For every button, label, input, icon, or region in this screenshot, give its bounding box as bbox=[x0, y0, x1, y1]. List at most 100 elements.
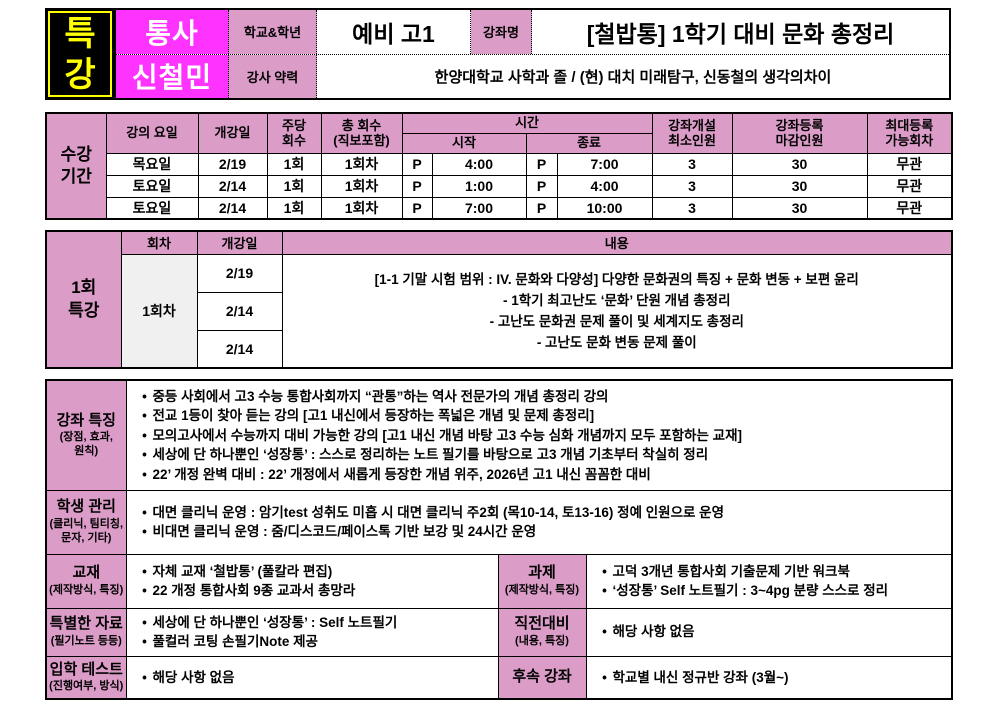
section-subtitle: (진행여부, 방식) bbox=[49, 680, 124, 693]
col-header-reg-limit: 강좌등록 마감인원 bbox=[731, 112, 868, 154]
reg-limit-cell: 30 bbox=[731, 196, 868, 220]
schedule-row-label: 수강 기간 bbox=[45, 112, 107, 220]
section-subtitle: (장점, 효과, 원칙) bbox=[59, 431, 113, 458]
course-title: [철밥통] 1학기 대비 문화 총정리 bbox=[586, 20, 895, 47]
section-title: 특별한 자료 bbox=[49, 615, 123, 633]
follow-up-content: • 학교별 내신 정규반 강좌 (3월~) bbox=[585, 655, 953, 700]
col-header-time: 시간 bbox=[401, 112, 653, 134]
bullet-icon: • bbox=[602, 624, 607, 640]
instructor-bio: 한양대학교 사학과 졸 / (현) 대치 미래탐구, 신동철의 생각의차이 bbox=[434, 68, 832, 86]
start-time-cell: 4:00 bbox=[431, 152, 527, 176]
follow-up-item: • 학교별 내신 정규반 강좌 (3월~) bbox=[597, 668, 946, 688]
textbook-item-text: 22 개정 통합사회 9종 교과서 총망라 bbox=[152, 583, 356, 598]
col-header-end: 종료 bbox=[525, 132, 653, 154]
end-time-cell: 4:00 bbox=[556, 174, 653, 198]
round-cell: 1회차 bbox=[120, 253, 198, 369]
header-grid: 통사 학교&학년 예비 고1 강좌명 [철밥통] 1학기 대비 문화 총정리 신… bbox=[115, 8, 951, 100]
day-cell: 목요일 bbox=[105, 152, 199, 176]
section-subtitle: (내용, 특징) bbox=[515, 635, 569, 647]
section-title: 학생 관리 bbox=[56, 498, 116, 516]
col-header-total: 총 회수 (직보포함) bbox=[320, 112, 403, 154]
school-grade-value: 예비 고1 bbox=[317, 10, 471, 54]
schedule-row: 토요일 2/14 1회 1회차 P 1:00 P 4:00 3 30 무관 bbox=[46, 174, 953, 198]
course-name-label: 강좌명 bbox=[471, 10, 532, 54]
end-time-cell: 7:00 bbox=[556, 152, 653, 176]
open-date-cell: 2/14 bbox=[197, 174, 268, 198]
section-title: 강좌 특징 bbox=[56, 411, 116, 429]
session-content-line: - 고난도 문화 변동 문제 풀이 bbox=[536, 334, 697, 350]
max-enroll-cell: 무관 bbox=[866, 196, 953, 220]
col-header-session-date: 개강일 bbox=[196, 230, 283, 255]
weekly-cell: 1회 bbox=[266, 152, 322, 176]
bullet-icon: • bbox=[602, 583, 607, 598]
min-open-cell: 3 bbox=[651, 196, 733, 220]
bullet-icon: • bbox=[142, 504, 147, 520]
header-row-bottom: 신철민 강사 약력 한양대학교 사학과 졸 / (현) 대치 미래탐구, 신동철… bbox=[116, 54, 949, 98]
col-header-round: 회차 bbox=[120, 230, 198, 255]
instructor-bio-label: 강사 약력 bbox=[229, 54, 317, 98]
features-row: 강좌 특징 (장점, 효과, 원칙) • 중등 사회에서 고3 수능 통합사회까지… bbox=[45, 379, 953, 491]
bullet-icon: • bbox=[142, 634, 147, 649]
section-label-homework: 과제 (제작방식, 특징) bbox=[497, 553, 587, 609]
bullet-icon: • bbox=[142, 583, 147, 598]
special-lecture-badge-text: 특 강 bbox=[50, 13, 110, 95]
feature-item: • 모의고사에서 수능까지 대비 가능한 강의 [고1 내신 개념 바탕 고3 수… bbox=[137, 426, 946, 446]
feature-item-text: 모의고사에서 수능까지 대비 가능한 강의 [고1 내신 개념 바탕 고3 수능… bbox=[152, 427, 743, 443]
total-cell: 1회차 bbox=[320, 174, 403, 198]
header: 특 강 통사 학교&학년 예비 고1 강좌명 [철밥통] 1학기 대비 문화 총… bbox=[45, 8, 951, 100]
session-header-row: 1회 특강 회차 개강일 내용 bbox=[45, 230, 953, 369]
feature-item-text: 22’ 개정 완벽 대비 : 22’ 개정에서 새롭게 등장한 개념 위주, 2… bbox=[152, 466, 651, 482]
entrance-test-item: • 해당 사항 없음 bbox=[137, 668, 492, 688]
bullet-icon: • bbox=[142, 524, 147, 539]
session-row: 2/14 bbox=[46, 329, 952, 369]
exam-prep-item-text: 해당 사항 없음 bbox=[612, 624, 695, 640]
max-enroll-cell: 무관 bbox=[866, 174, 953, 198]
homework-item: • ‘성장통’ Self 노트필기 : 3~4pg 분량 스스로 정리 bbox=[597, 581, 946, 601]
materials-examprep-row: 특별한 자료 (필기노트 등등) • 세상에 단 하나뿐인 ‘성장통’ : Sel… bbox=[45, 607, 953, 657]
bullet-icon: • bbox=[142, 388, 147, 404]
max-enroll-cell: 무관 bbox=[866, 152, 953, 176]
feature-item: • 중등 사회에서 고3 수능 통합사회까지 “관통”하는 역사 전문가의 개념 … bbox=[137, 387, 946, 407]
section-subtitle: (필기노트 등등) bbox=[50, 635, 122, 647]
end-ampm-cell: P bbox=[525, 196, 558, 220]
details-table: 강좌 특징 (장점, 효과, 원칙) • 중등 사회에서 고3 수능 통합사회까지… bbox=[45, 379, 954, 700]
section-label-materials: 특별한 자료 (필기노트 등등) bbox=[45, 607, 127, 657]
weekly-cell: 1회 bbox=[266, 174, 322, 198]
section-title: 직전대비 bbox=[514, 615, 570, 633]
col-header-content: 내용 bbox=[281, 230, 953, 255]
section-label-exam-prep: 직전대비 (내용, 특징) bbox=[497, 607, 587, 657]
session-table: 1회 특강 회차 개강일 내용 1회차 2/19 [1-1 기말 시험 범위 :… bbox=[45, 230, 953, 369]
section-label-management: 학생 관리 (클리닉, 팀티칭, 문자, 기타) bbox=[45, 489, 127, 555]
bullet-icon: • bbox=[142, 447, 147, 462]
session-row: 1회차 2/19 [1-1 기말 시험 범위 : IV. 문화와 다양성] 다양… bbox=[46, 253, 953, 369]
section-title: 과제 bbox=[528, 564, 556, 582]
schedule-row: 토요일 2/14 1회 1회차 P 7:00 P 10:00 3 30 무관 bbox=[46, 196, 953, 220]
open-date-cell: 2/14 bbox=[197, 196, 268, 220]
management-item: • 대면 클리닉 운영 : 암기test 성취도 미흡 시 대면 클리닉 주2회 … bbox=[137, 503, 946, 523]
bullet-icon: • bbox=[142, 563, 147, 579]
start-ampm-cell: P bbox=[401, 196, 433, 220]
end-time-cell: 10:00 bbox=[556, 196, 653, 220]
bullet-icon: • bbox=[142, 466, 147, 482]
session-date-cell: 2/14 bbox=[196, 291, 283, 331]
open-date-cell: 2/19 bbox=[197, 152, 268, 176]
follow-up-item-text: 학교별 내신 정규반 강좌 (3월~) bbox=[612, 669, 789, 685]
col-header-open-date: 개강일 bbox=[197, 112, 268, 154]
entrance-test-item-text: 해당 사항 없음 bbox=[152, 669, 235, 685]
homework-content: • 고덕 3개년 통합사회 기출문제 기반 워크북 • ‘성장통’ Self 노트필… bbox=[585, 553, 953, 609]
col-header-day: 강의 요일 bbox=[105, 112, 199, 154]
col-header-min-open: 강좌개설 최소인원 bbox=[651, 112, 733, 154]
feature-item: • 세상에 단 하나뿐인 ‘성장통’ : 스스로 정리하는 노트 필기를 바탕으로… bbox=[137, 445, 946, 465]
session-date-cell: 2/19 bbox=[196, 253, 283, 293]
bullet-icon: • bbox=[142, 427, 147, 443]
start-time-cell: 1:00 bbox=[431, 174, 527, 198]
header-row-top: 통사 학교&학년 예비 고1 강좌명 [철밥통] 1학기 대비 문화 총정리 bbox=[116, 10, 949, 55]
min-open-cell: 3 bbox=[651, 152, 733, 176]
start-time-cell: 7:00 bbox=[431, 196, 527, 220]
start-ampm-cell: P bbox=[401, 152, 433, 176]
bullet-icon: • bbox=[602, 563, 607, 579]
session-content-line: - 고난도 문화권 문제 풀이 및 세계지도 총정리 bbox=[489, 313, 744, 329]
reg-limit-cell: 30 bbox=[731, 152, 868, 176]
exam-prep-item: • 해당 사항 없음 bbox=[597, 622, 946, 642]
